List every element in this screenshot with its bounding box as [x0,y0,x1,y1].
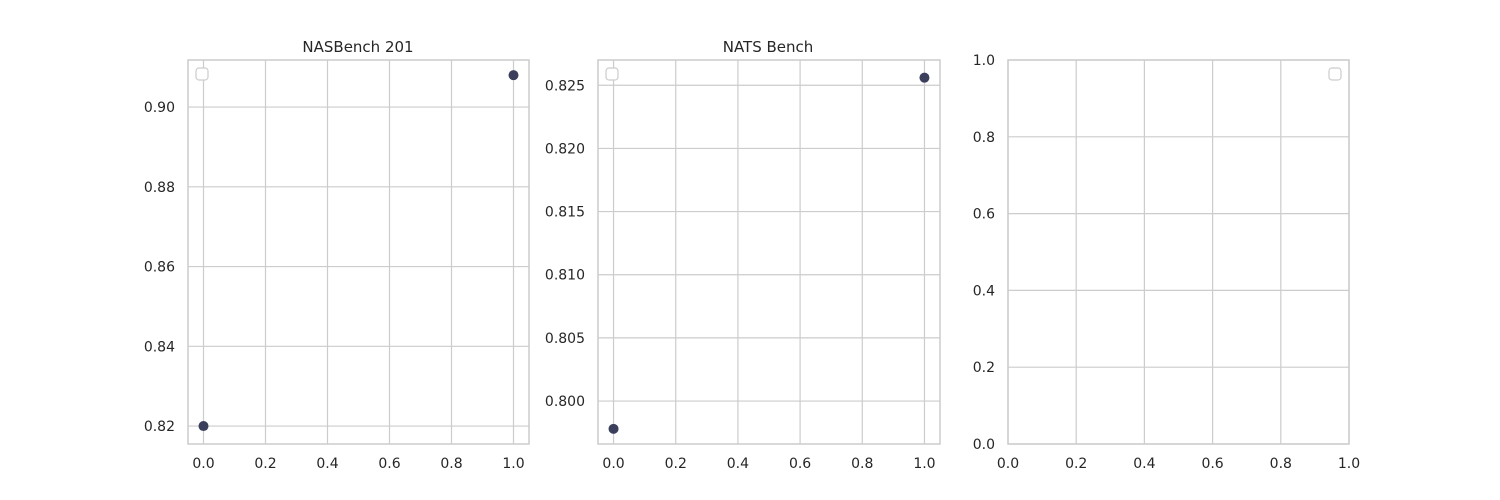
x-tick-label: 0.8 [1270,456,1292,472]
y-tick-label: 0.88 [144,180,175,196]
data-point [608,423,619,434]
x-tick-label: 0.2 [254,456,276,472]
subplot-empty: 0.0 0.2 0.4 0.6 0.8 1.0 0.0 0.2 0.4 0.6 0.8 1.0 [973,53,1360,472]
y-tick-label: 0.805 [545,331,585,347]
y-tick-label: 0.2 [973,360,995,376]
axes-frame [597,59,941,445]
x-tick-label: 1.0 [1338,456,1360,472]
data-point [919,72,930,83]
y-tick-label: 0.800 [545,394,585,410]
y-tick-label: 0.810 [545,268,585,284]
x-tick-label: 1.0 [502,456,524,472]
y-tick-label: 0.825 [545,78,585,94]
data-point [198,421,209,432]
subplot-nats-bench: NATS Bench 0.0 0.2 0.4 0.6 0.8 1.0 0.800 0.805 0… [545,38,941,472]
legend-box [605,67,619,81]
y-tick-label: 0.820 [545,141,585,157]
y-tick-label: 0.8 [973,130,995,146]
axes-frame [187,59,530,445]
x-tick-label: 1.0 [913,456,935,472]
y-tick-label: 0.84 [144,339,175,355]
x-tick-label: 0.0 [192,456,214,472]
x-tick-label: 0.4 [727,456,749,472]
x-tick-label: 0.2 [1065,456,1087,472]
y-tick-label: 0.86 [144,260,175,276]
y-tick-label: 0.4 [973,283,995,299]
y-tick-label: 0.0 [973,437,995,453]
chart-title: NATS Bench [723,38,814,56]
y-tick-label: 0.815 [545,205,585,221]
x-tick-label: 0.8 [440,456,462,472]
data-point [508,70,519,81]
x-tick-label: 0.6 [789,456,811,472]
legend-box [195,67,209,81]
legend-box [1328,67,1342,81]
x-tick-label: 0.2 [665,456,687,472]
x-tick-label: 0.6 [1201,456,1223,472]
chart-title: NASBench 201 [302,38,413,56]
x-tick-label: 0.4 [1133,456,1155,472]
x-tick-label: 0.4 [316,456,338,472]
x-tick-label: 0.0 [602,456,624,472]
x-tick-label: 0.0 [997,456,1019,472]
subplot-nasbench-201: NASBench 201 0.0 0.2 0.4 0.6 0.8 1.0 0.82 0.84 0… [144,38,530,472]
x-tick-label: 0.6 [378,456,400,472]
axes-frame [1007,59,1350,445]
y-tick-label: 1.0 [973,53,995,69]
y-tick-label: 0.82 [144,419,175,435]
x-tick-label: 0.8 [851,456,873,472]
y-tick-label: 0.90 [144,100,175,116]
y-tick-label: 0.6 [973,207,995,223]
